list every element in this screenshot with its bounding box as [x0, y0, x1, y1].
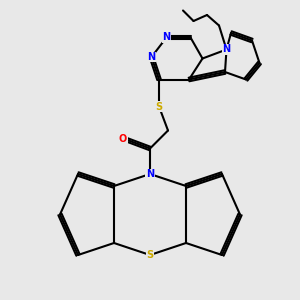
Text: N: N: [222, 44, 231, 55]
Text: N: N: [146, 169, 154, 179]
Text: N: N: [162, 32, 171, 43]
Text: S: S: [155, 101, 163, 112]
Text: S: S: [146, 250, 154, 260]
Text: N: N: [147, 52, 156, 62]
Text: O: O: [119, 134, 127, 145]
